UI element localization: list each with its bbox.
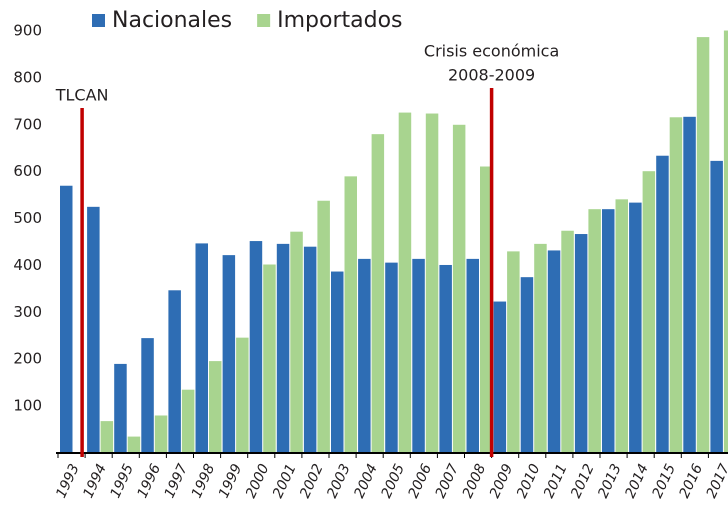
x-tick-label: 2002 bbox=[297, 462, 327, 501]
x-tick-label: 1998 bbox=[189, 462, 219, 501]
x-tick-label: 2008 bbox=[460, 462, 490, 501]
annotation-text: TLCAN bbox=[55, 86, 109, 105]
bar bbox=[466, 258, 479, 453]
bar bbox=[547, 250, 561, 453]
x-tick-label: 2007 bbox=[433, 462, 463, 501]
bar bbox=[87, 206, 100, 453]
legend-label: Nacionales bbox=[112, 8, 232, 33]
y-tick-label: 500 bbox=[13, 209, 42, 227]
bar bbox=[629, 202, 642, 453]
bar bbox=[263, 264, 276, 453]
x-tick-label: 2003 bbox=[324, 462, 354, 501]
x-tick-label: 2010 bbox=[514, 462, 544, 501]
x-tick-label: 2004 bbox=[351, 462, 381, 501]
bar bbox=[452, 124, 466, 454]
bar bbox=[398, 112, 412, 453]
x-tick-label: 2016 bbox=[677, 462, 707, 501]
y-tick-label: 200 bbox=[13, 350, 42, 368]
bar bbox=[371, 134, 385, 453]
x-tick-label: 2015 bbox=[649, 462, 679, 501]
x-tick-label: 2009 bbox=[487, 462, 517, 501]
bar bbox=[358, 258, 371, 453]
bar bbox=[574, 234, 588, 453]
bar bbox=[723, 30, 728, 454]
bar bbox=[141, 338, 154, 453]
bar bbox=[507, 251, 520, 453]
x-tick-label: 1994 bbox=[80, 462, 110, 501]
y-tick-label: 300 bbox=[13, 303, 42, 321]
x-tick-label: 1996 bbox=[135, 462, 165, 501]
bar bbox=[317, 200, 330, 453]
annotation-text: Crisis económica bbox=[424, 42, 559, 61]
bar bbox=[710, 160, 723, 454]
x-tick-label: 2014 bbox=[622, 462, 652, 501]
x-tick-label: 2005 bbox=[378, 462, 408, 501]
bar bbox=[276, 243, 290, 453]
x-tick-label: 2013 bbox=[595, 462, 625, 501]
x-tick-label: 1997 bbox=[162, 462, 192, 501]
bar bbox=[154, 415, 168, 453]
bar bbox=[425, 113, 439, 453]
x-tick-label: 1995 bbox=[107, 462, 137, 501]
bar bbox=[602, 209, 615, 453]
bar bbox=[127, 436, 141, 453]
bar bbox=[615, 199, 628, 453]
bar bbox=[588, 209, 601, 453]
x-tick-label: 2011 bbox=[541, 462, 571, 501]
legend-swatch bbox=[257, 14, 271, 27]
y-tick-label: 900 bbox=[13, 22, 42, 40]
x-tick-label: 2001 bbox=[270, 462, 300, 501]
bar bbox=[385, 262, 398, 453]
x-tick-label: 2000 bbox=[243, 462, 273, 501]
bar bbox=[696, 37, 710, 454]
bar bbox=[181, 389, 195, 453]
y-tick-label: 800 bbox=[13, 68, 42, 86]
bar bbox=[168, 290, 181, 453]
bar bbox=[60, 185, 73, 453]
bar bbox=[493, 301, 507, 453]
bar bbox=[222, 255, 236, 453]
bar bbox=[344, 176, 357, 453]
y-tick-label: 100 bbox=[13, 397, 42, 415]
bar bbox=[669, 117, 683, 453]
bar bbox=[331, 271, 344, 453]
bar bbox=[642, 171, 656, 453]
x-tick-label: 1999 bbox=[216, 462, 246, 501]
x-tick-label: 1993 bbox=[53, 462, 83, 501]
bar bbox=[520, 277, 534, 453]
bar bbox=[412, 258, 425, 453]
x-tick-label: 2012 bbox=[568, 462, 598, 501]
annotation-text: 2008-2009 bbox=[448, 66, 535, 85]
legend-label: Importados bbox=[277, 8, 402, 33]
x-tick-label: 2017 bbox=[704, 462, 728, 501]
bar bbox=[195, 243, 208, 453]
bar bbox=[114, 363, 127, 453]
bar bbox=[303, 246, 317, 453]
bar bbox=[656, 155, 669, 454]
bar bbox=[209, 361, 222, 453]
bar bbox=[249, 241, 263, 453]
bar bbox=[534, 243, 547, 453]
bar bbox=[561, 230, 574, 453]
bar bbox=[100, 421, 114, 453]
y-tick-label: 700 bbox=[13, 115, 42, 133]
y-tick-label: 400 bbox=[13, 256, 42, 274]
bar bbox=[236, 337, 249, 453]
bar bbox=[480, 166, 493, 453]
y-tick-label: 600 bbox=[13, 162, 42, 180]
legend-swatch bbox=[92, 14, 105, 27]
x-tick-label: 2006 bbox=[406, 462, 436, 501]
bar bbox=[290, 231, 303, 453]
bar bbox=[683, 116, 696, 453]
bar bbox=[439, 264, 452, 453]
